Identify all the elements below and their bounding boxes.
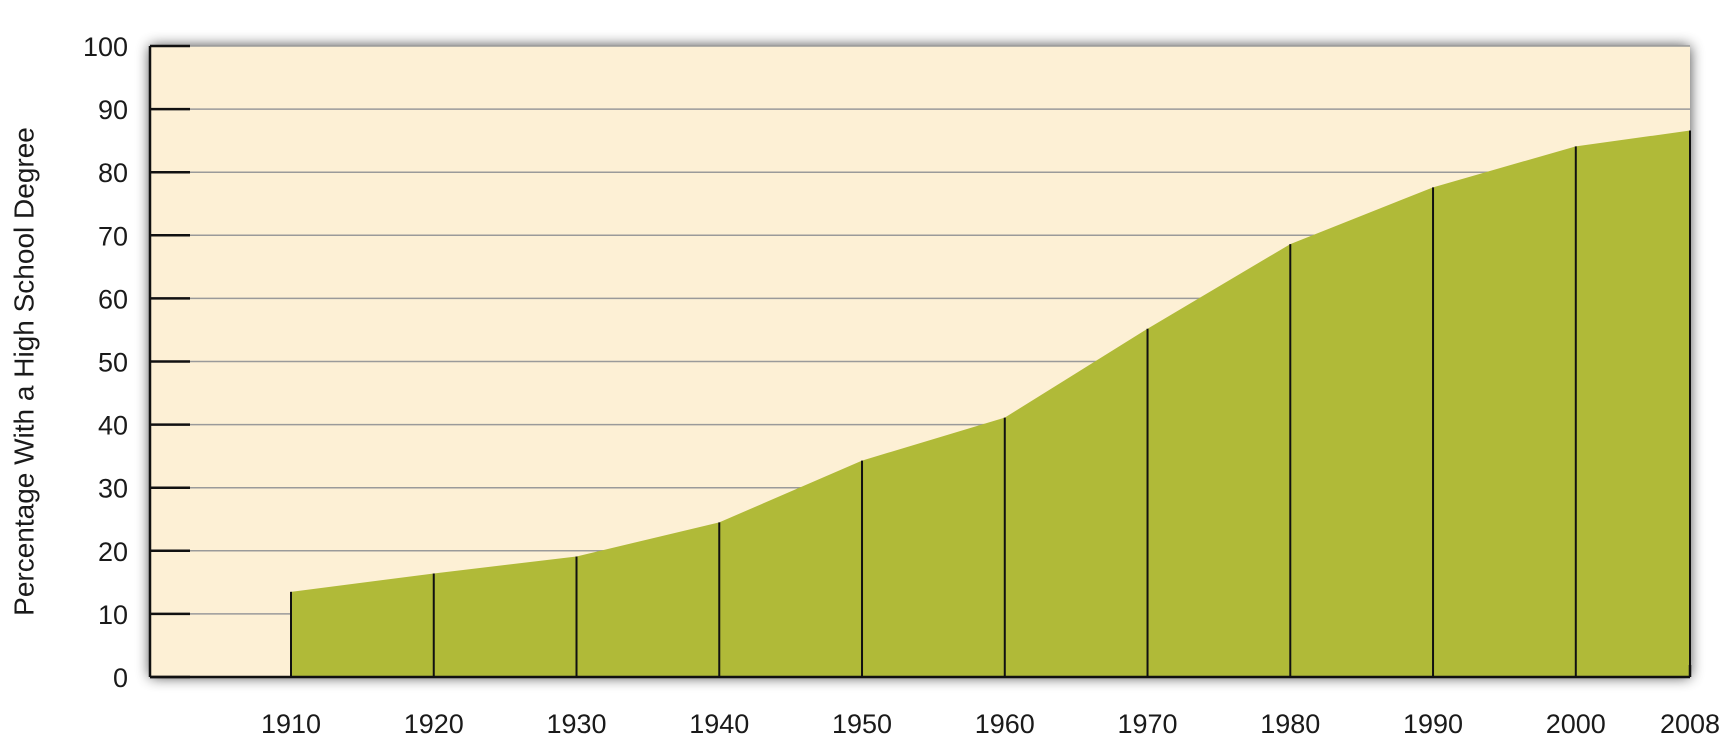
y-axis-title: Percentage With a High School Degree: [8, 127, 39, 616]
drop-lines: [290, 130, 1691, 677]
y-tick-label: 90: [98, 95, 128, 125]
y-tick-label: 0: [113, 663, 128, 693]
y-tick-labels: 0 10 20 30 40 50 60 70 80 90 100: [83, 32, 128, 693]
x-tick-label: 1970: [1117, 709, 1177, 739]
x-tick-label: 1950: [832, 709, 892, 739]
y-tick-label: 10: [98, 600, 128, 630]
x-tick-label: 1980: [1260, 709, 1320, 739]
x-tick-label: 1930: [546, 709, 606, 739]
y-tick-label: 50: [98, 348, 128, 378]
area-series: [291, 130, 1690, 677]
x-tick-label: 2008: [1660, 709, 1720, 739]
y-tick-label: 60: [98, 284, 128, 314]
x-tick-label: 1990: [1403, 709, 1463, 739]
x-tick-label: 1940: [689, 709, 749, 739]
y-tick-label: 80: [98, 158, 128, 188]
x-tick-label: 1960: [975, 709, 1035, 739]
y-tick-label: 70: [98, 221, 128, 251]
x-tick-labels: 1910 1920 1930 1940 1950 1960 1970 1980 1990 2000…: [261, 709, 1720, 739]
x-tick-label: 1910: [261, 709, 321, 739]
x-tick-label: 2000: [1546, 709, 1606, 739]
axes: [148, 44, 1692, 679]
y-tick-label: 20: [98, 537, 128, 567]
x-tick-label: 1920: [404, 709, 464, 739]
y-tick-label: 40: [98, 411, 128, 441]
y-tick-label: 30: [98, 474, 128, 504]
y-tick-label: 100: [83, 32, 128, 62]
